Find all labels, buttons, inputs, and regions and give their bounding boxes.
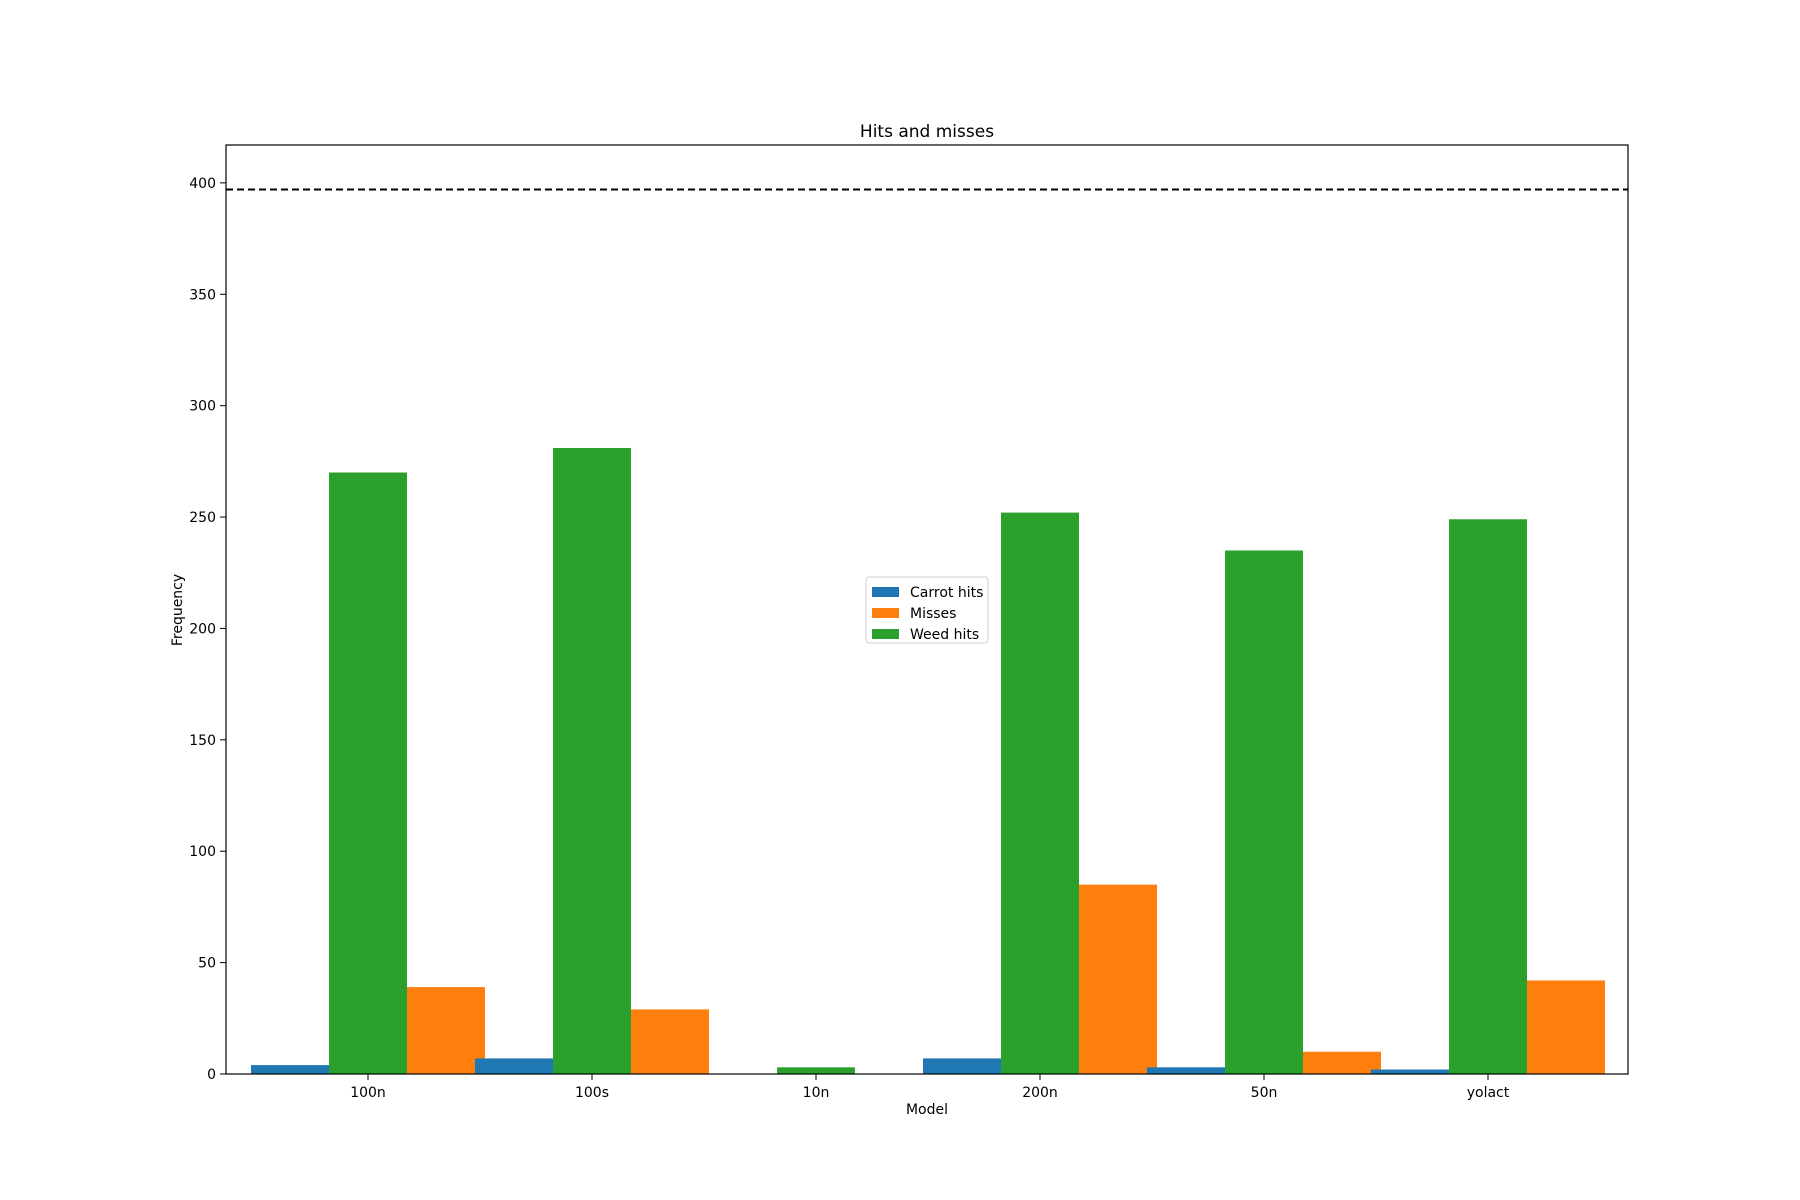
y-axis: 0 50 100 150 200 250 300 350 400 xyxy=(189,176,226,1083)
bar-carrot-hits-yolact xyxy=(1371,1069,1449,1074)
bar-weed-hits-100s xyxy=(553,447,631,1074)
bar-carrot-hits-100n xyxy=(251,1065,329,1074)
x-tick-label: 50n xyxy=(1251,1085,1278,1101)
y-axis-label: Frequency xyxy=(170,574,186,646)
x-tick-label: 200n xyxy=(1022,1085,1058,1101)
x-tick-label: yolact xyxy=(1467,1085,1510,1101)
plot-area-frame xyxy=(225,144,1629,1075)
bar-weed-hits-100n xyxy=(329,472,407,1074)
y-tick-label: 200 xyxy=(189,621,216,637)
y-tick-label: 350 xyxy=(189,287,216,303)
x-axis-label: Model xyxy=(906,1102,948,1118)
legend-swatch-misses xyxy=(872,608,899,618)
x-axis: 100n 100s 10n 200n 50n yolact xyxy=(350,1074,1510,1101)
bar-carrot-hits-50n xyxy=(1147,1067,1225,1074)
y-tick-label: 100 xyxy=(189,844,216,860)
bar-weed-hits-10n xyxy=(777,1067,855,1074)
bars-layer xyxy=(251,447,1605,1074)
bar-misses-50n xyxy=(1303,1051,1381,1074)
y-tick-label: 250 xyxy=(189,510,216,526)
bar-weed-hits-200n xyxy=(1001,512,1079,1074)
bar-weed-hits-50n xyxy=(1225,550,1303,1074)
legend-label: Weed hits xyxy=(910,627,979,643)
y-tick-label: 400 xyxy=(189,176,216,192)
y-tick-label: 0 xyxy=(207,1067,216,1083)
bar-misses-yolact xyxy=(1527,980,1605,1074)
legend-label: Carrot hits xyxy=(910,585,983,601)
bar-carrot-hits-200n xyxy=(923,1058,1001,1074)
bar-misses-200n xyxy=(1079,884,1157,1074)
bar-misses-100n xyxy=(407,987,485,1074)
legend-label: Misses xyxy=(910,606,956,622)
legend: Carrot hits Misses Weed hits xyxy=(865,576,989,644)
x-tick-label: 10n xyxy=(803,1085,830,1101)
legend-swatch-weed-hits xyxy=(872,629,899,639)
bar-carrot-hits-100s xyxy=(475,1058,553,1074)
x-tick-label: 100n xyxy=(350,1085,386,1101)
chart-title: Hits and misses xyxy=(860,122,994,142)
y-tick-label: 300 xyxy=(189,399,216,415)
y-tick-label: 50 xyxy=(198,956,216,972)
bar-misses-100s xyxy=(631,1009,709,1074)
bar-weed-hits-yolact xyxy=(1449,519,1527,1074)
legend-swatch-carrot-hits xyxy=(872,587,899,597)
y-tick-label: 150 xyxy=(189,733,216,749)
x-tick-label: 100s xyxy=(575,1085,609,1101)
